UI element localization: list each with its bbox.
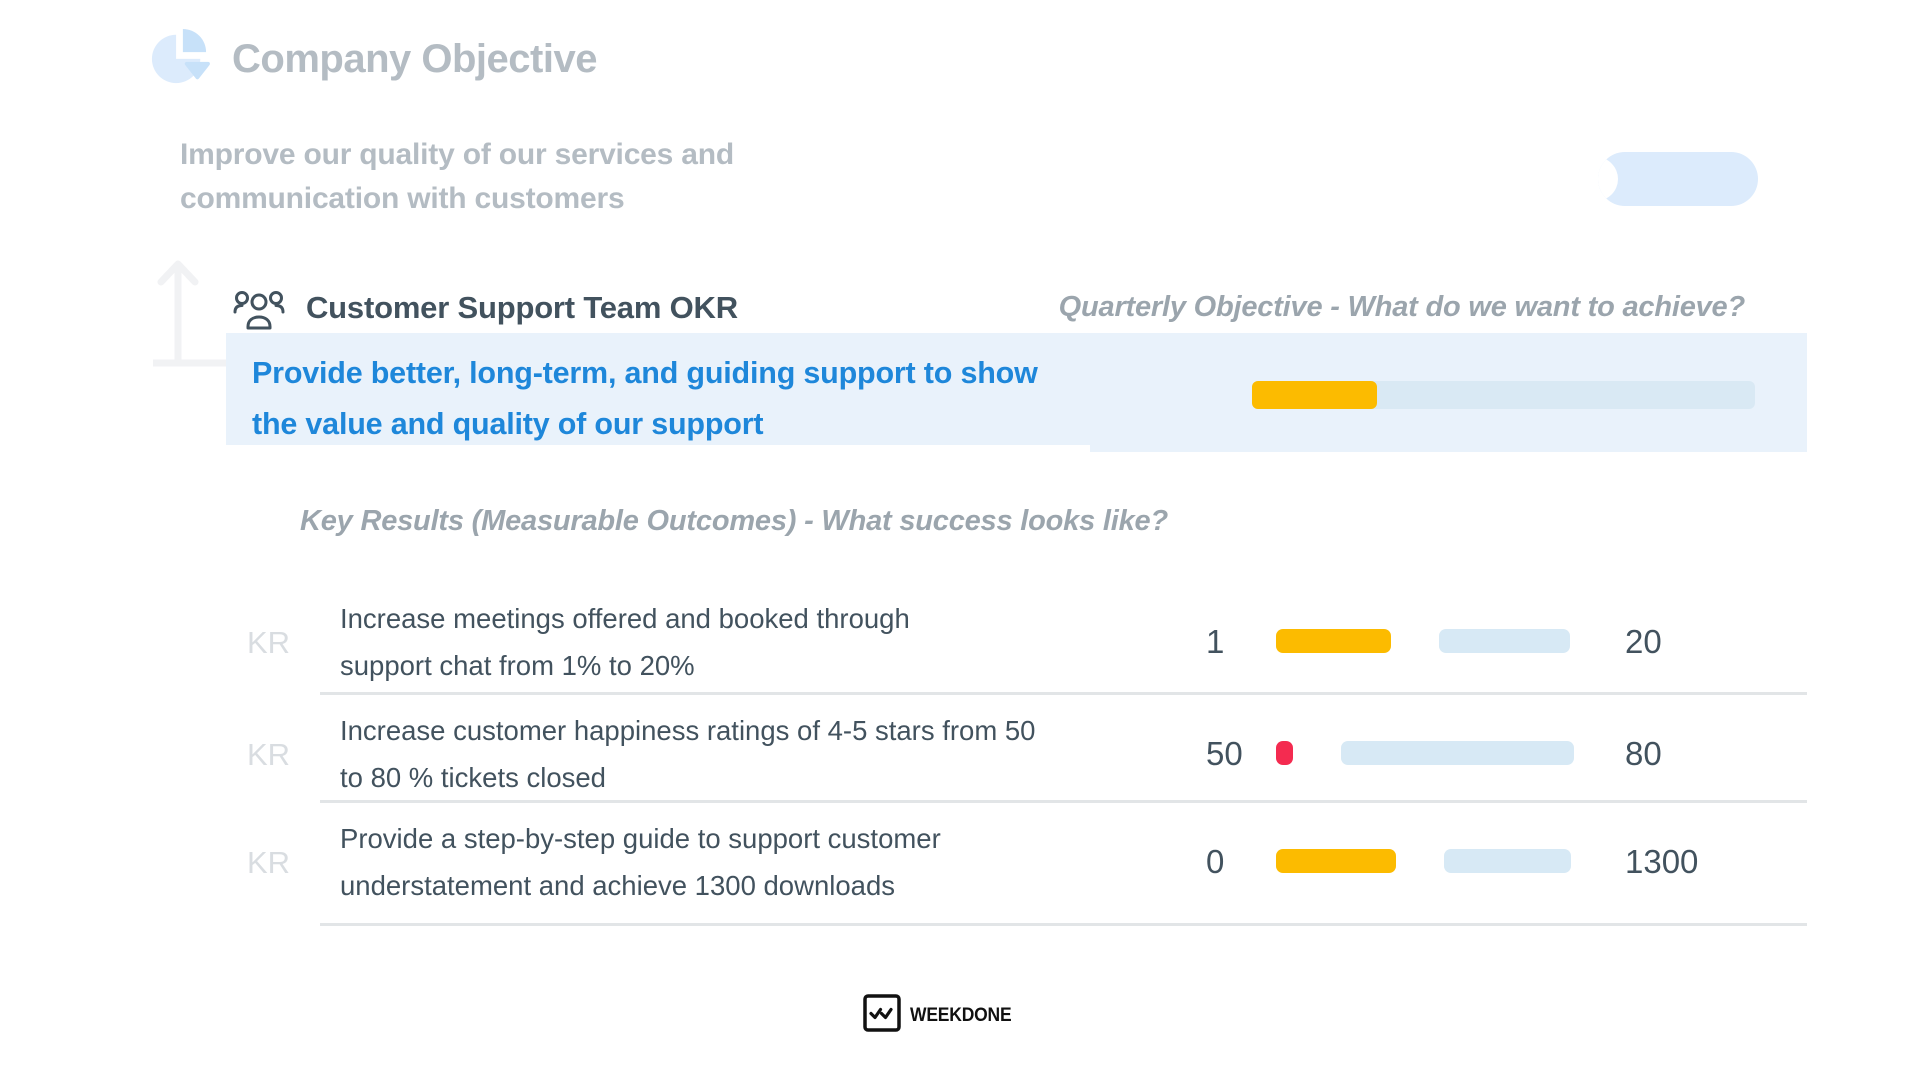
kr-progress-bar	[1276, 741, 1574, 765]
page-title: Company Objective	[232, 37, 597, 81]
kr-row[interactable]: KR Increase customer happiness ratings o…	[245, 697, 1807, 803]
kr-progress-bar	[1276, 849, 1571, 873]
objective-progress-fill	[1252, 381, 1377, 409]
company-objective-line: Improve our quality of our services and	[180, 138, 735, 171]
brand-wordmark: WEEKDONE	[910, 1004, 1012, 1026]
row-divider	[320, 800, 1807, 803]
team-objective-line: Provide better, long-term, and guiding s…	[252, 356, 1038, 390]
kr-start-value: 50	[1206, 735, 1243, 772]
pie-chart-icon	[148, 28, 210, 91]
page-header: Company Objective	[148, 28, 597, 91]
kr-row[interactable]: KR Increase meetings offered and booked …	[245, 585, 1807, 695]
kr-text: Increase meetings offered and booked thr…	[340, 595, 910, 689]
kr-text-line: Provide a step-by-step guide to support …	[340, 823, 941, 854]
kr-text-line: Increase meetings offered and booked thr…	[340, 603, 910, 634]
kr-row[interactable]: KR Provide a step-by-step guide to suppo…	[245, 805, 1807, 926]
row-divider	[320, 923, 1807, 926]
team-okr-title: Customer Support Team OKR	[306, 290, 738, 325]
key-results-heading: Key Results (Measurable Outcomes) - What…	[300, 505, 1168, 537]
kr-label: KR	[247, 845, 291, 880]
kr-target-value: 1300	[1625, 843, 1699, 880]
kr-label: KR	[247, 625, 291, 660]
team-people-icon	[232, 290, 286, 337]
kr-progress-fill	[1276, 629, 1391, 653]
kr-progress-fill	[1276, 849, 1396, 873]
kr-progress-remainder	[1439, 629, 1570, 653]
double-check-icon	[862, 993, 902, 1038]
kr-target-value: 80	[1625, 735, 1662, 772]
kr-progress-bar	[1276, 629, 1570, 653]
weekdone-logo: WEEKDONE	[862, 993, 1020, 1038]
team-objective-row-extension	[1090, 445, 1807, 452]
kr-label: KR	[247, 737, 291, 772]
kr-start-value: 1	[1206, 623, 1225, 660]
team-objective-line: the value and quality of our support	[252, 407, 764, 441]
kr-text-line: Increase customer happiness ratings of 4…	[340, 715, 1036, 746]
kr-text: Increase customer happiness ratings of 4…	[340, 707, 1035, 801]
kr-text: Provide a step-by-step guide to support …	[340, 815, 941, 909]
kr-text-line: support chat from 1% to 20%	[340, 650, 695, 681]
kr-text-line: understatement and achieve 1300 download…	[340, 870, 895, 901]
company-progress-pill	[1598, 152, 1758, 206]
kr-text-line: to 80 % tickets closed	[340, 762, 606, 793]
company-objective-line: communication with customers	[180, 182, 625, 215]
team-objective-row[interactable]: Provide better, long-term, and guiding s…	[226, 333, 1807, 445]
kr-progress-remainder	[1341, 741, 1574, 765]
row-divider	[320, 692, 1807, 695]
quarterly-objective-label: Quarterly Objective - What do we want to…	[1058, 291, 1746, 323]
team-okr-header: Customer Support Team OKR Quarterly Obje…	[232, 288, 1745, 334]
kr-start-value: 0	[1206, 843, 1225, 880]
kr-progress-remainder	[1444, 849, 1571, 873]
kr-progress-fill	[1276, 741, 1293, 765]
kr-target-value: 20	[1625, 623, 1662, 660]
team-objective-text: Provide better, long-term, and guiding s…	[252, 348, 1038, 450]
company-objective-text: Improve our quality of our services and …	[180, 133, 734, 221]
